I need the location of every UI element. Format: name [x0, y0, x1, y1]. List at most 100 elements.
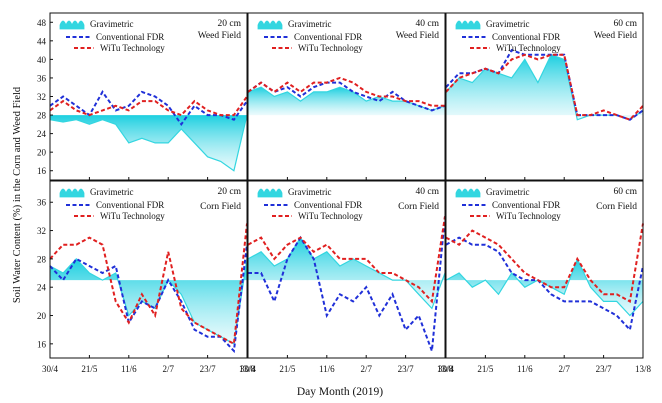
legend-gravimetric-swatch [59, 188, 85, 198]
legend-gravimetric-swatch [257, 20, 283, 30]
y-tick-label: 32 [37, 92, 46, 102]
y-tick-label: 20 [37, 311, 47, 321]
legend-fdr-label: Conventional FDR [294, 200, 362, 210]
x-tick-label: 21/5 [81, 364, 98, 374]
x-tick-label: 30/4 [42, 364, 59, 374]
depth-label: 60 cm [614, 19, 638, 29]
legend-gravimetric-swatch [59, 20, 85, 30]
x-tick-label: 21/5 [279, 364, 296, 374]
y-tick-label: 28 [37, 111, 47, 121]
x-tick-label: 23/7 [200, 364, 217, 374]
y-tick-label: 32 [37, 226, 46, 236]
panel-corn-40: 30/4 21/5 11/6 2/7 23/7 13/8 Gravimetric Conven… [240, 180, 454, 374]
x-tick-label: 13/8 [635, 364, 652, 374]
x-tick-label: 2/7 [162, 364, 174, 374]
gravimetric-area [248, 87, 445, 116]
fdr-line [49, 90, 248, 127]
depth-label: 20 cm [218, 19, 242, 29]
depth-label: 60 cm [614, 187, 638, 197]
gravimetric-area [248, 237, 445, 309]
x-tick-label: 11/6 [517, 364, 533, 374]
fdr-line [247, 81, 446, 112]
witu-line [445, 53, 644, 121]
y-tick-label: 40 [37, 55, 47, 65]
x-tick-label: 23/7 [596, 364, 613, 374]
legend-fdr-label: Conventional FDR [96, 32, 164, 42]
panel-weed-20: 16 20 24 28 32 36 40 44 48 Gravimetric Conventiona… [37, 12, 248, 181]
y-tick-label: 36 [37, 198, 47, 208]
panel-corn-60: 30/4 21/5 11/6 2/7 23/7 13/8 Gravimetric Conven… [438, 180, 652, 374]
field-label: Weed Field [594, 31, 638, 41]
y-tick-label: 16 [37, 166, 47, 176]
field-label: Weed Field [396, 31, 440, 41]
legend-gravimetric-swatch [455, 188, 481, 198]
gravimetric-line [247, 236, 446, 310]
panel-frame [247, 180, 446, 359]
witu-line [445, 223, 644, 303]
x-tick-label: 2/7 [360, 364, 372, 374]
legend-fdr-label: Conventional FDR [492, 32, 560, 42]
legend-fdr-label: Conventional FDR [96, 200, 164, 210]
y-axis-label: Soil Water Content (%) in the Corn and W… [12, 86, 23, 303]
x-axis-label: Day Month (2019) [297, 386, 383, 398]
y-tick-label: 16 [37, 339, 47, 349]
panel-frame [49, 180, 248, 359]
witu-line [49, 95, 248, 117]
gravimetric-area [50, 258, 247, 344]
legend-gravimetric-label: Gravimetric [288, 19, 331, 29]
witu-line [247, 216, 446, 304]
y-tick-label: 36 [37, 73, 47, 83]
legend-gravimetric-label: Gravimetric [90, 187, 133, 197]
panel-frame [445, 12, 644, 181]
y-tick-label: 24 [37, 129, 47, 139]
x-tick-label: 23/7 [398, 364, 415, 374]
gravimetric-area [50, 115, 247, 171]
field-label: Corn Field [200, 202, 241, 212]
field-label: Corn Field [398, 202, 439, 212]
panel-corn-20: 16 20 24 28 32 36 30/4 21/5 11/6 2/7 23/7 13/8 Gravi… [37, 180, 256, 374]
fdr-line [248, 216, 446, 352]
x-tick-label: 13/8 [437, 364, 454, 374]
legend-gravimetric-label: Gravimetric [288, 187, 331, 197]
depth-label: 40 cm [416, 187, 440, 197]
y-tick-label: 24 [37, 283, 47, 293]
legend-fdr-label: Conventional FDR [294, 32, 362, 42]
x-tick-label: 2/7 [558, 364, 570, 374]
field-label: Corn Field [596, 202, 637, 212]
legend-witu-label: WiTu Technology [298, 43, 363, 53]
legend-gravimetric-label: Gravimetric [486, 187, 529, 197]
witu-line [247, 76, 445, 107]
legend-gravimetric-swatch [455, 20, 481, 30]
panel-frame [247, 12, 446, 181]
legend-witu-label: WiTu Technology [100, 211, 165, 221]
legend-witu-label: WiTu Technology [100, 43, 165, 53]
x-tick-label: 30/4 [240, 364, 257, 374]
legend-gravimetric-label: Gravimetric [90, 19, 133, 29]
legend-gravimetric-swatch [257, 188, 283, 198]
field-label: Weed Field [198, 31, 242, 41]
x-tick-label: 30/4 [438, 364, 455, 374]
legend-witu-label: WiTu Technology [496, 43, 561, 53]
depth-label: 20 cm [218, 187, 242, 197]
fdr-line [445, 236, 644, 332]
x-tick-label: 11/6 [121, 364, 137, 374]
gravimetric-line [247, 86, 446, 112]
witu-line [49, 223, 248, 346]
gravimetric-area [446, 258, 643, 316]
panel-frame [445, 180, 644, 359]
depth-label: 40 cm [416, 19, 440, 29]
y-tick-label: 48 [37, 18, 47, 28]
y-tick-label: 44 [37, 36, 47, 46]
legend-fdr-label: Conventional FDR [492, 200, 560, 210]
x-tick-label: 13/8 [239, 364, 256, 374]
legend-gravimetric-label: Gravimetric [486, 19, 529, 29]
legend-witu-label: WiTu Technology [496, 211, 561, 221]
x-tick-label: 21/5 [477, 364, 494, 374]
y-tick-label: 28 [37, 254, 47, 264]
gravimetric-line [49, 114, 248, 172]
legend-witu-label: WiTu Technology [298, 211, 363, 221]
gravimetric-area [446, 54, 643, 120]
